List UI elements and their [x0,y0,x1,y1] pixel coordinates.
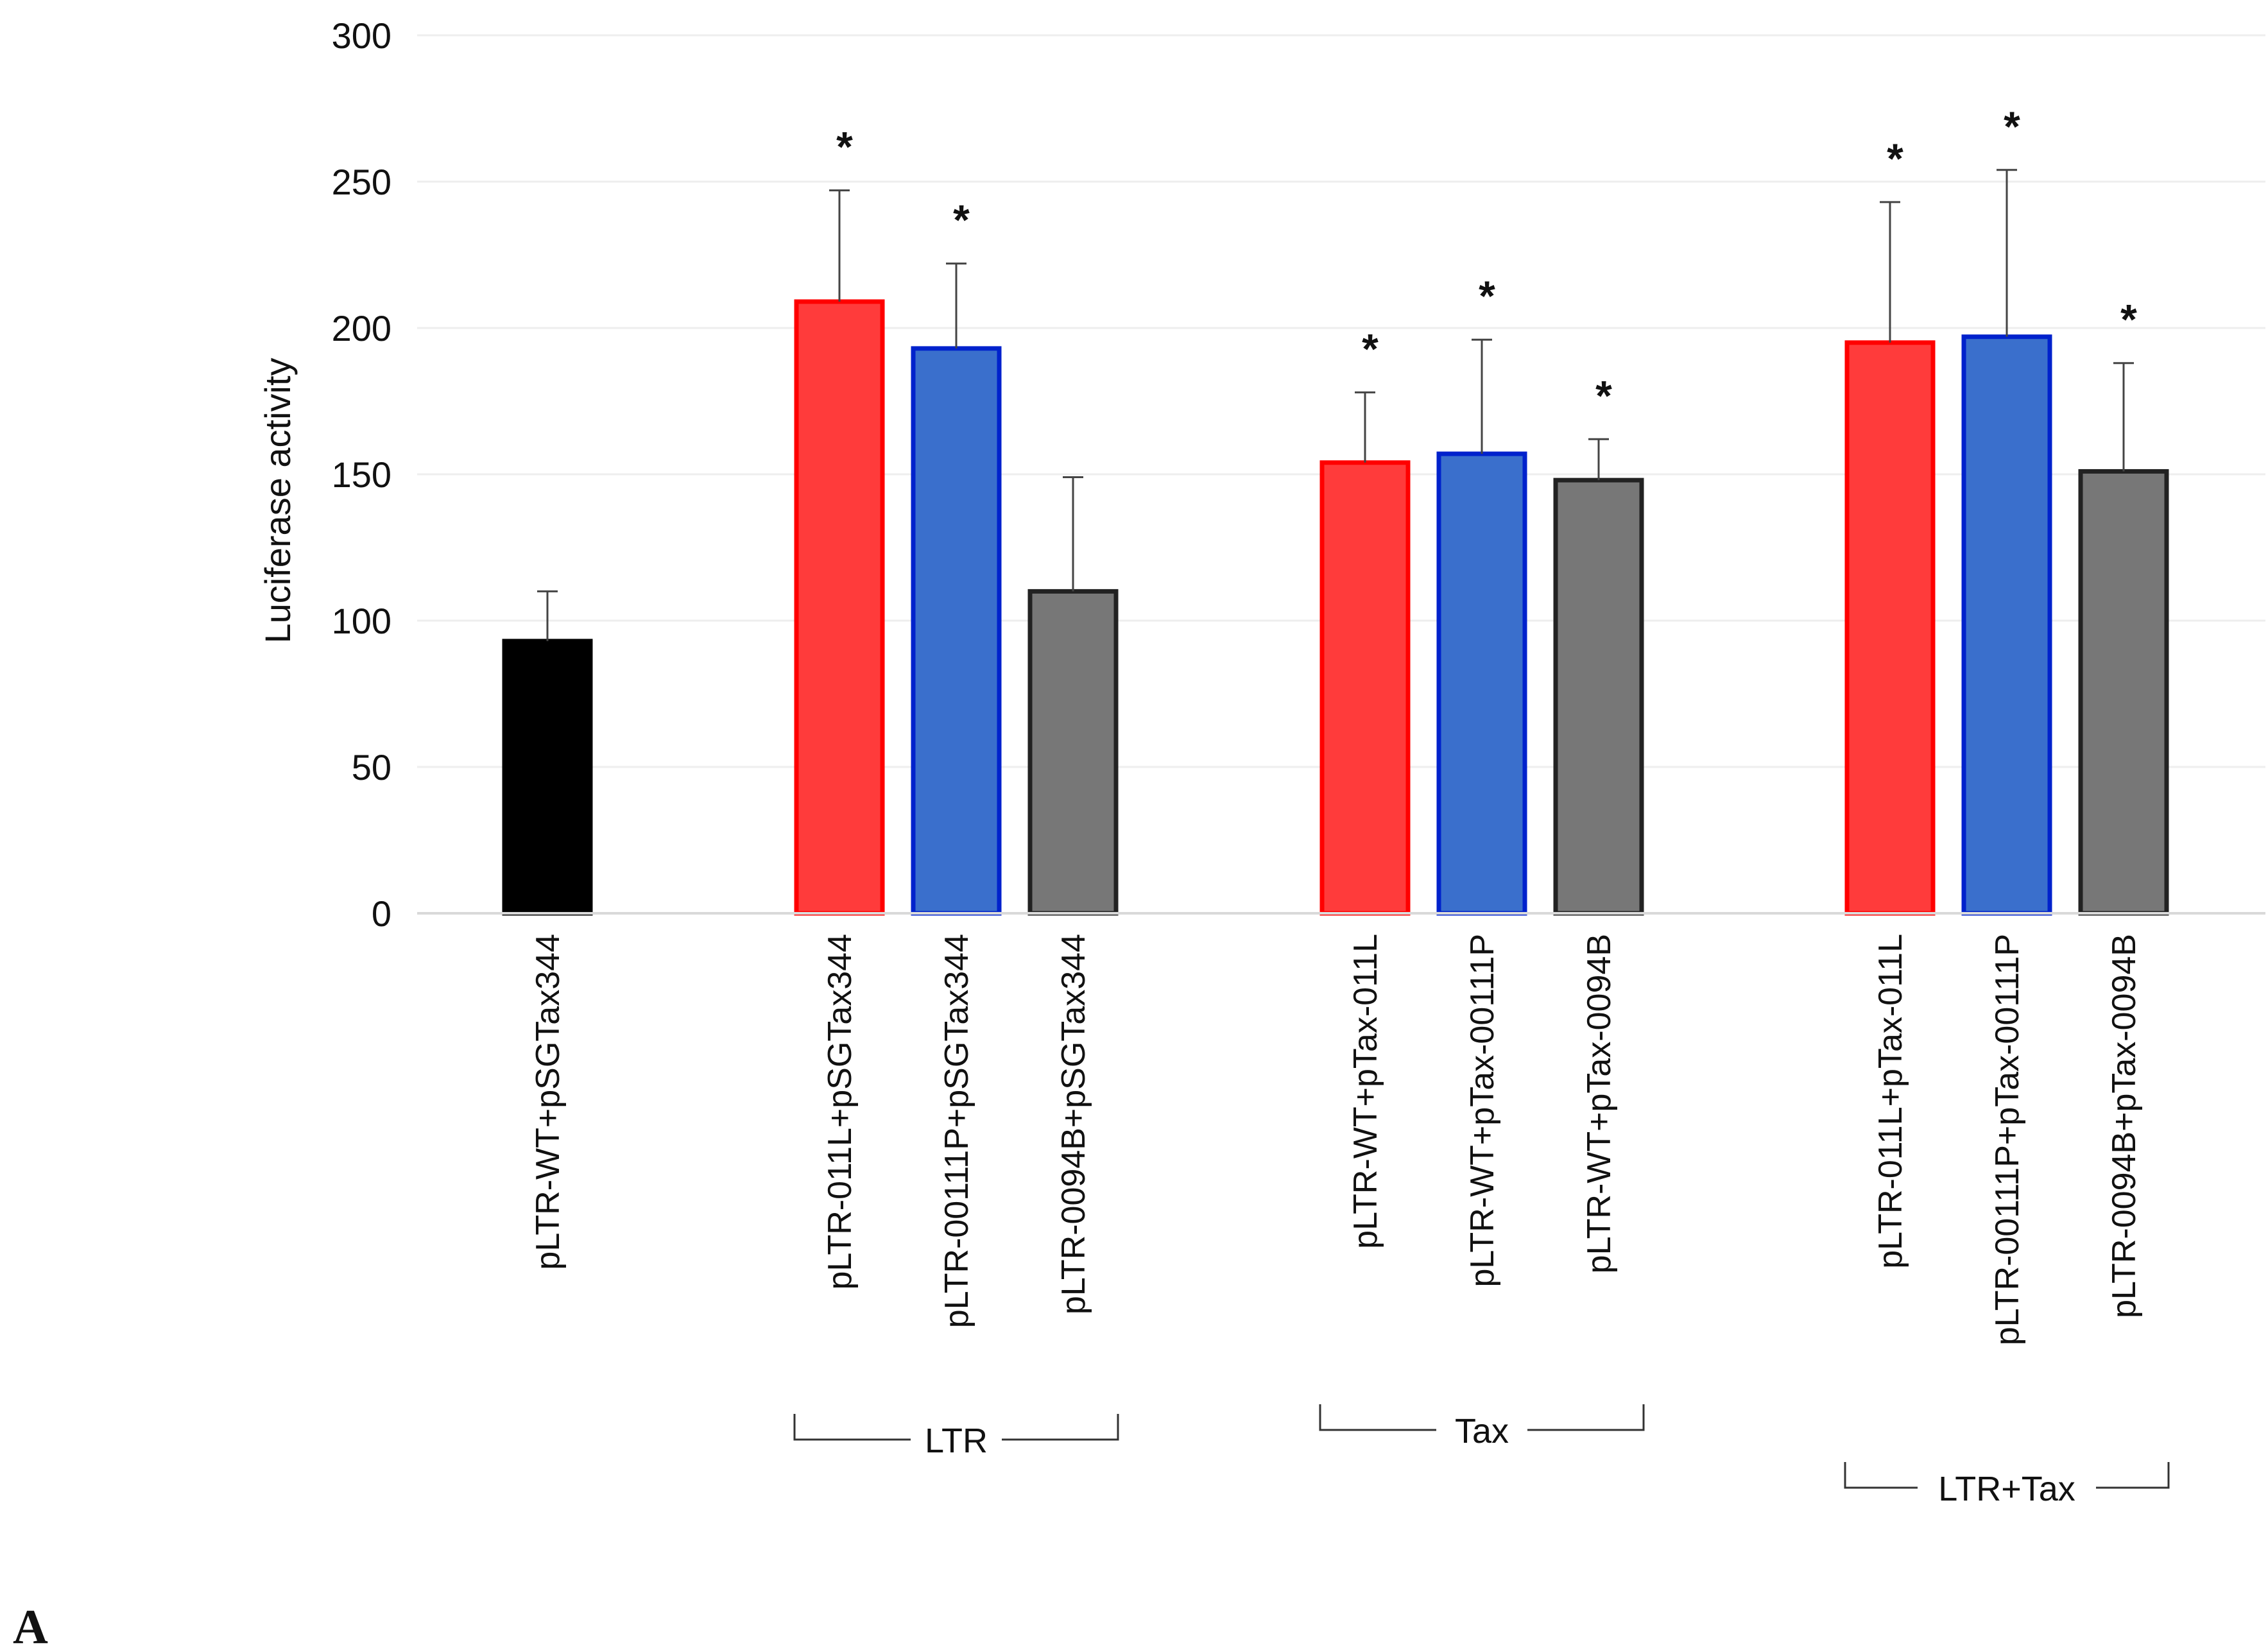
bar [1027,589,1119,916]
y-axis-ticks: 0 50 100 150 200 250 300 [332,15,391,934]
x-tick-label: pLTR-WT+pTax-0094B [1581,934,1618,1273]
y-tick-label: 100 [332,601,391,641]
panel-label: A [13,1600,48,1652]
bar [1844,340,1936,916]
group-label: LTR+Tax [1938,1470,2075,1508]
significance-star: * [2120,296,2137,343]
significance-star: * [1479,272,1495,320]
error-bars [537,169,2134,641]
group-bracket [1844,1462,2170,1489]
y-tick-label: 200 [332,308,391,348]
y-tick-label: 300 [332,15,391,56]
group-bracket [793,1414,1119,1441]
y-tick-label: 150 [332,454,391,495]
significance-star: * [836,123,853,171]
significance-star: * [1362,325,1379,372]
significance-star: * [1887,135,1903,182]
x-tick-label: pLTR-WT+pTax-00111P [1464,934,1501,1287]
significance-star: * [2004,103,2020,150]
y-tick-label: 250 [332,162,391,202]
significance-markers: * * * * * * * * [836,103,2137,420]
bar [911,346,1002,916]
category-labels: pLTR-WT+pSGTax344 pLTR-011L+pSGTax344 pLTR… [529,934,2143,1345]
x-tick-label: pLTR-0094B+pTax-0094B [2106,934,2143,1318]
bar [502,639,593,916]
significance-star: * [953,196,970,244]
bar [1961,334,2052,916]
group-bracket [1319,1404,1645,1431]
x-tick-label: pLTR-WT+pTax-011L [1347,934,1384,1249]
x-tick-label: pLTR-00111P+pTax-00111P [1989,934,2026,1345]
bar [2078,469,2169,916]
group-brackets: LTR Tax LTR+Tax [793,1404,2170,1508]
group-label: LTR [925,1422,988,1460]
bar [1436,451,1527,916]
x-tick-label: pLTR-011L+pTax-011L [1872,934,1909,1269]
x-tick-label: pLTR-WT+pSGTax344 [529,934,567,1270]
bar [1319,460,1411,916]
significance-star: * [1595,372,1612,419]
bars [502,299,2169,916]
y-tick-label: 50 [352,747,391,787]
bar [1553,478,1644,916]
x-tick-label: pLTR-011L+pSGTax344 [821,934,859,1290]
bar [794,299,885,916]
group-label: Tax [1455,1412,1509,1450]
x-tick-label: pLTR-00111P+pSGTax344 [938,934,975,1328]
y-axis-title: Luciferase activity [257,357,298,643]
x-tick-label: pLTR-0094B+pSGTax344 [1055,934,1092,1314]
y-tick-label: 0 [372,893,391,934]
